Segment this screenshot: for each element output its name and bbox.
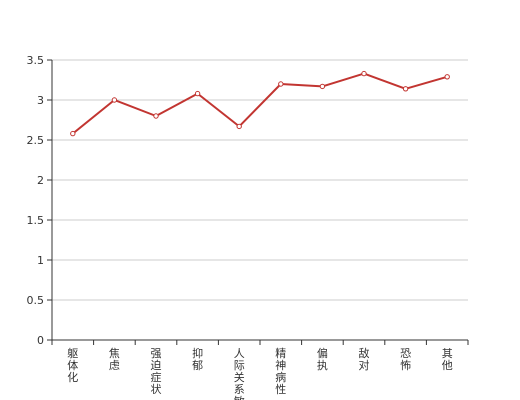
data-point[interactable] xyxy=(361,70,367,77)
data-point[interactable] xyxy=(319,83,326,90)
data-point[interactable] xyxy=(194,90,201,97)
x-tick-label: 精神病性 xyxy=(275,347,286,396)
data-points xyxy=(70,70,450,137)
x-tick-label: 恐怖 xyxy=(400,347,411,372)
x-tick-label: 焦虑 xyxy=(109,347,120,372)
data-point[interactable] xyxy=(278,81,284,87)
x-tick-label: 躯体化 xyxy=(67,347,78,384)
data-point[interactable] xyxy=(70,130,76,137)
axes xyxy=(47,59,469,345)
y-tick-labels: 0 0.5 1 1.5 2 2.5 3 3.5 xyxy=(27,54,45,347)
y-tick-label: 3.5 xyxy=(27,54,45,67)
x-tick-label: 偏执 xyxy=(317,346,328,372)
data-point[interactable] xyxy=(111,97,118,103)
series-line-path xyxy=(72,72,448,135)
y-tick-label: 2 xyxy=(37,174,44,187)
x-tick-label: 其他 xyxy=(442,347,453,372)
y-tick-label: 1 xyxy=(37,254,44,267)
y-tick-label: 2.5 xyxy=(27,134,45,147)
grid-lines xyxy=(52,59,468,301)
data-point[interactable] xyxy=(236,123,242,130)
x-tick-label: 敌对 xyxy=(359,346,370,372)
x-tick-label: 人际关系敏感 xyxy=(234,347,245,400)
data-point[interactable] xyxy=(444,74,450,80)
series-line xyxy=(72,72,448,135)
y-tick-label: 0 xyxy=(37,334,44,347)
data-point[interactable] xyxy=(402,86,409,92)
y-tick-label: 1.5 xyxy=(27,214,45,227)
x-tick-labels: 躯体化 焦虑 强迫症状 抑郁 人际关系敏感 精神病性 偏执 敌对 恐怖 其他 xyxy=(67,346,452,400)
y-tick-label: 0.5 xyxy=(27,294,45,307)
data-point[interactable] xyxy=(153,113,159,119)
x-tick-label: 抑郁 xyxy=(192,346,203,372)
x-tick-label: 强迫症状 xyxy=(151,347,162,396)
y-tick-label: 3 xyxy=(37,94,44,107)
